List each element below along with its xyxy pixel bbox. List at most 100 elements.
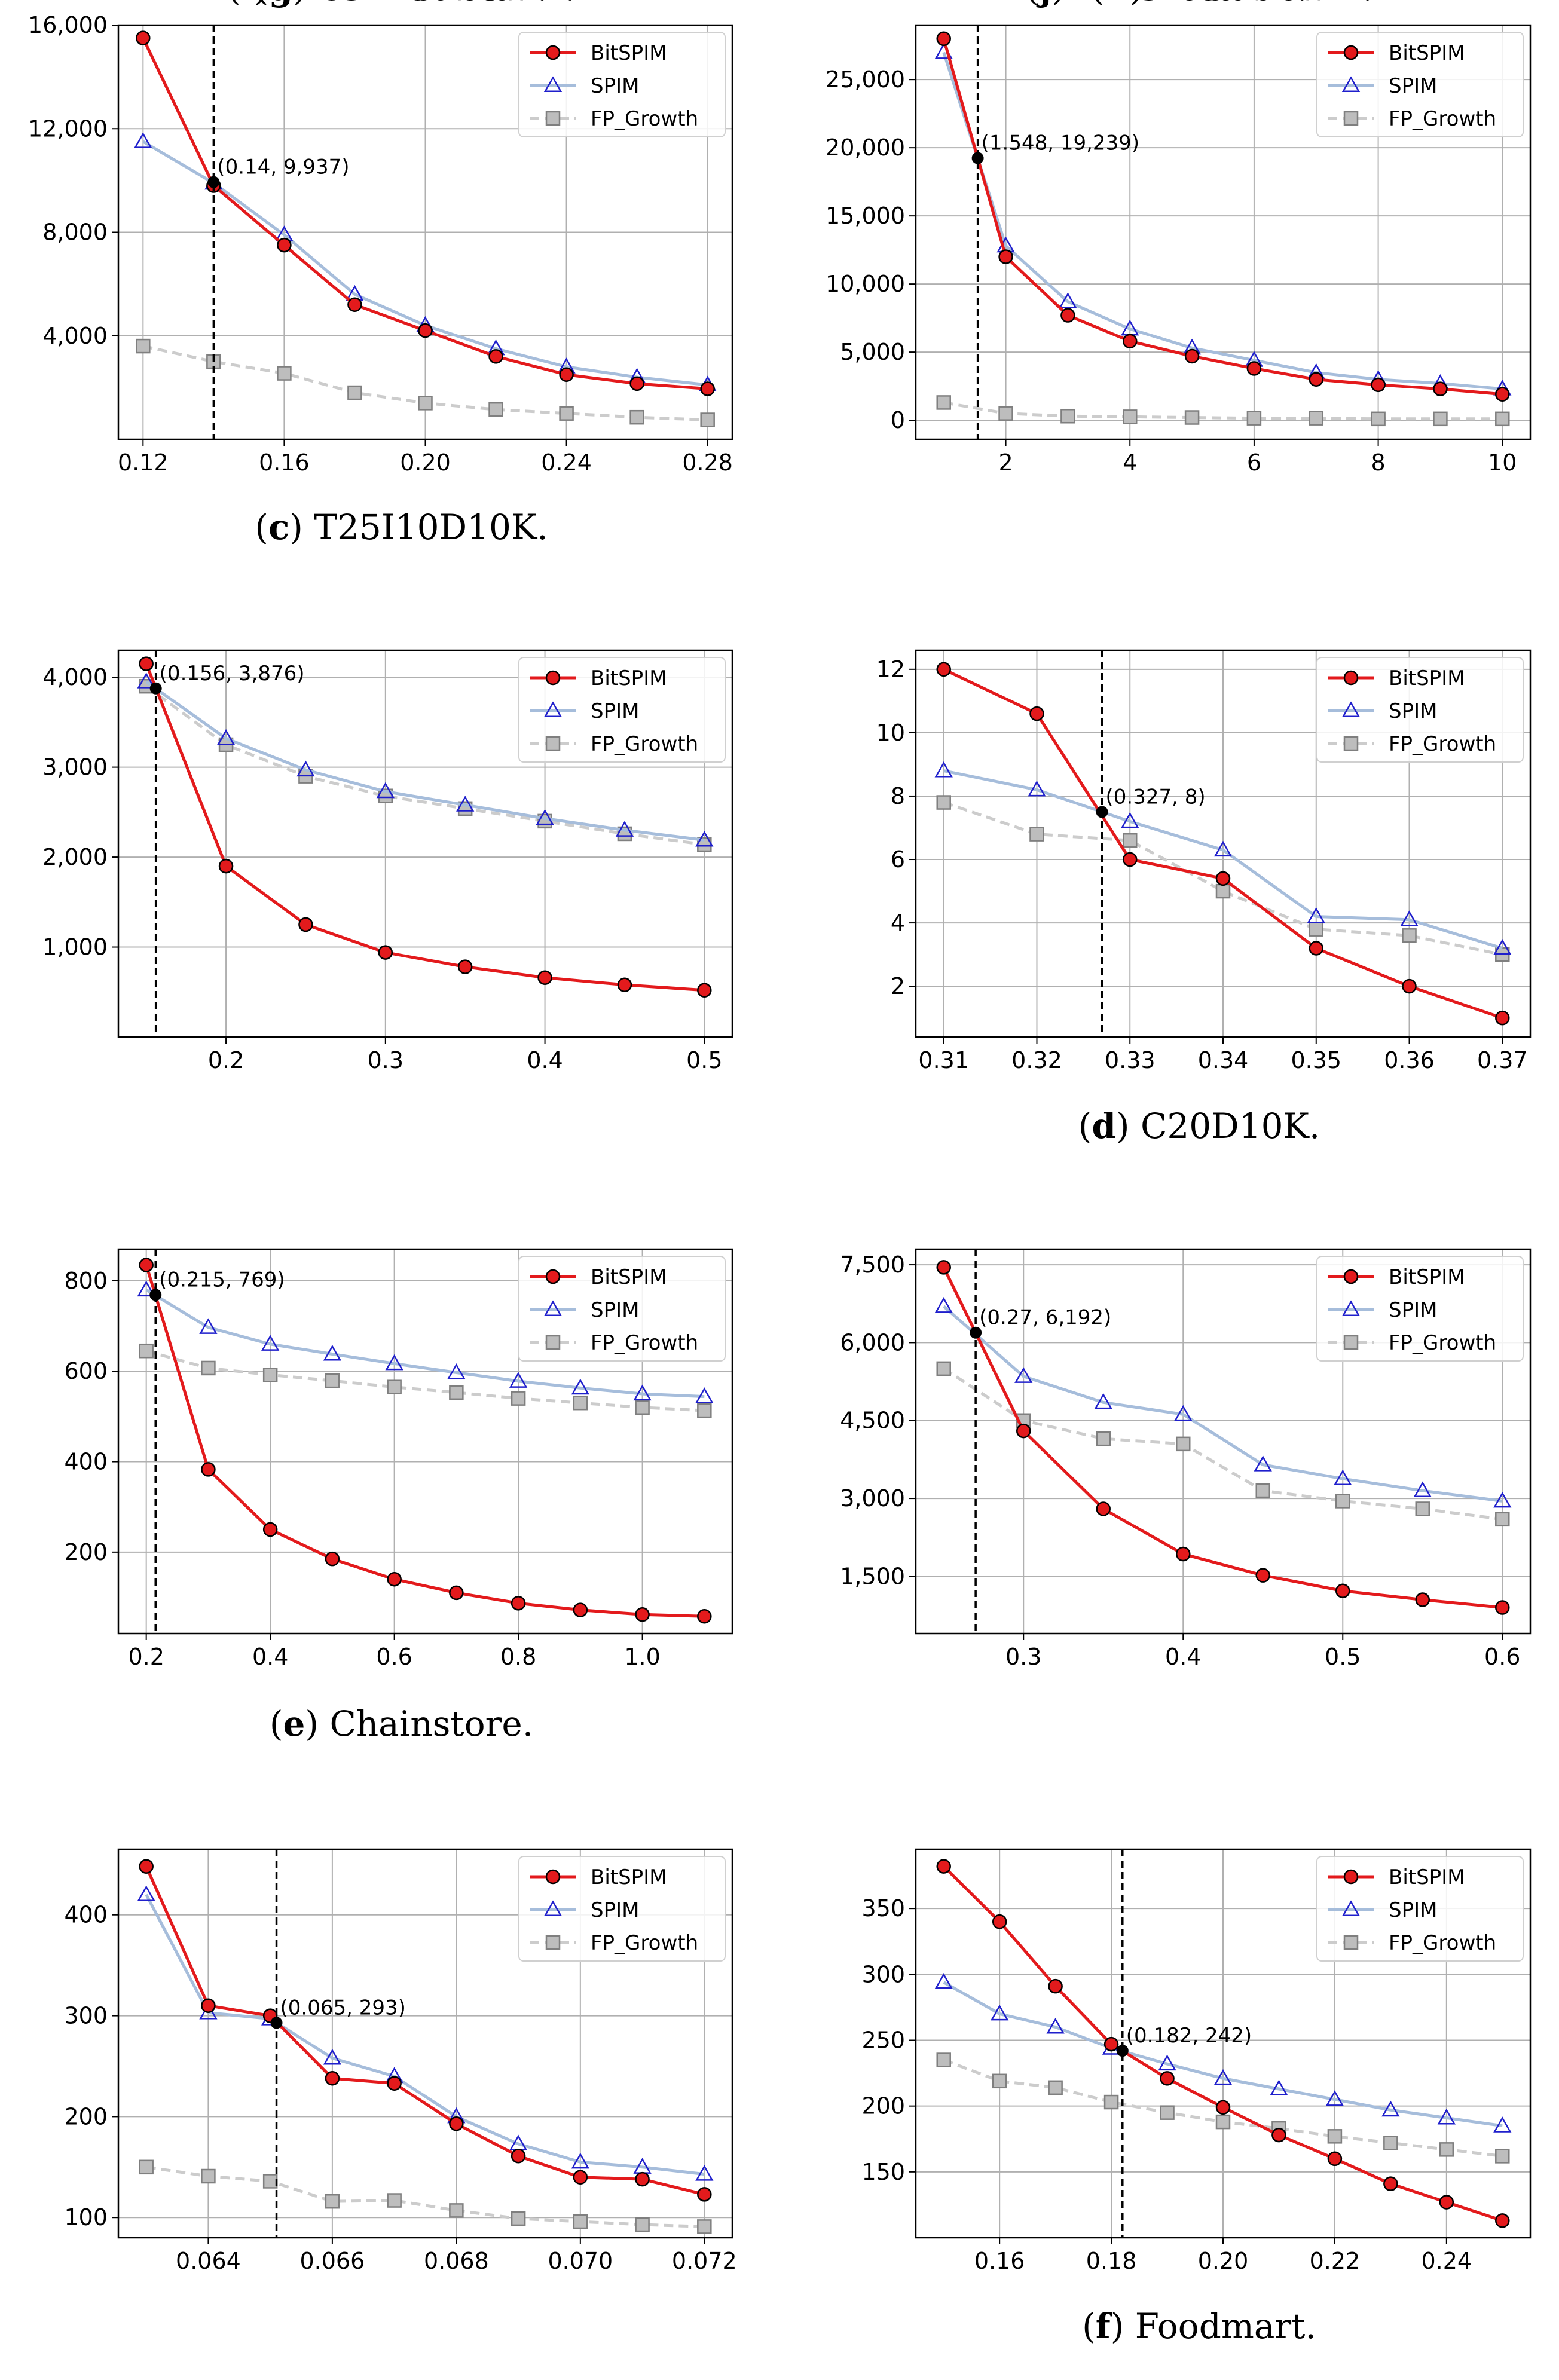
y-tick-label: 2,000 (42, 844, 108, 870)
data-point-spim (1307, 907, 1325, 923)
y-tick-label: 8 (891, 783, 905, 809)
data-point-spim (137, 1885, 155, 1901)
x-tick-label: 0.064 (176, 2248, 241, 2274)
caption-open-paren: ( (1091, 0, 1105, 8)
legend-label-spim: SPIM (1389, 74, 1437, 98)
data-point-spim (1213, 840, 1233, 857)
data-point-spim (137, 1280, 155, 1297)
data-point-spim (1121, 812, 1139, 828)
data-point-bitspim (139, 1859, 154, 1874)
panel-caption: (g) OnlineRetail. (255, 0, 548, 8)
x-tick-label: 0.2 (208, 1047, 244, 1073)
series-line-bitspim (942, 38, 1503, 396)
y-tick-label: 350 (861, 1895, 905, 1922)
data-point-fp_growth (262, 2174, 278, 2189)
data-point-fp_growth (992, 2073, 1007, 2089)
data-point-fp_growth (1184, 410, 1200, 425)
data-point-bitspim (1439, 2195, 1454, 2210)
data-point-bitspim (449, 2116, 464, 2131)
legend-label-spim: SPIM (591, 699, 639, 723)
y-tick-label: 0 (891, 407, 905, 433)
axes-frame (117, 1248, 733, 1635)
x-tick-label: 0.16 (974, 2248, 1025, 2274)
x-tick-label: 0.20 (1198, 2248, 1249, 2274)
data-point-bitspim (573, 2170, 588, 2185)
data-point-bitspim (629, 376, 644, 391)
caption-close-paren: ) (1116, 1106, 1141, 1146)
legend-marker-fp_growth (545, 1335, 561, 1350)
axes-frame (915, 1248, 1532, 1635)
data-point-fp_growth (1096, 1431, 1111, 1446)
intersection-annotation: (0.27, 6,192) (979, 1306, 1111, 1330)
y-tick-label: 400 (64, 1449, 108, 1475)
caption-title: C20D10K. (1141, 1106, 1320, 1146)
chart-panel-d: 2 4 6 8 10 0 5,000 10,000 15,000 20,000 25,000 (1.5… (826, 24, 1532, 1146)
panel-caption: (c) T25I10D10K. (255, 507, 548, 547)
legend-marker-spim (1341, 1300, 1361, 1316)
caption-title: OnlineRetail. (317, 0, 548, 8)
intersection-annotation: (0.327, 8) (1106, 785, 1206, 809)
panel-caption: (e) Chainstore. (270, 1703, 533, 1744)
data-point-spim (1254, 1455, 1272, 1472)
caption-open-paren: ( (1078, 1106, 1092, 1146)
data-point-bitspim (201, 1998, 216, 2013)
data-point-bitspim (559, 367, 574, 382)
data-point-spim (1059, 292, 1077, 308)
caption-open-paren: ( (227, 0, 241, 8)
caption-title: Chainstore. (329, 1703, 533, 1744)
legend-marker-bitspim (1343, 1869, 1359, 1885)
data-point-spim (695, 1387, 714, 1403)
x-tick-label: 0.072 (672, 2248, 737, 2274)
legend-box (518, 1256, 726, 1362)
caption-close-paren: ) (1051, 0, 1076, 8)
legend-label-fp_growth: FP_Growth (1389, 107, 1496, 131)
data-point-fp_growth (387, 2193, 402, 2208)
intersection-annotation: (0.182, 242) (1126, 2024, 1252, 2048)
data-point-spim (261, 1335, 280, 1351)
series-line-spim (943, 1981, 1503, 2128)
data-point-bitspim (697, 1609, 712, 1624)
legend-box (1316, 657, 1524, 763)
y-tick-label: 150 (861, 2159, 905, 2185)
data-point-bitspim (136, 30, 151, 45)
data-point-bitspim (325, 2070, 340, 2086)
data-point-bitspim (1402, 978, 1417, 994)
data-point-spim (1493, 1491, 1512, 1508)
x-tick-label: 0.28 (682, 449, 733, 476)
data-point-fp_growth (700, 412, 715, 427)
data-point-fp_growth (277, 366, 292, 381)
x-tick-label: 0.3 (368, 1047, 403, 1073)
caption-letter: c (268, 507, 289, 547)
data-point-fp_growth (1415, 1501, 1430, 1516)
legend: BitSPIM SPIM FP_Growth (518, 1856, 726, 1962)
x-tick-label: 0.4 (1165, 1644, 1201, 1670)
data-point-fp_growth (262, 1368, 278, 1382)
caption-open-paren: ( (1082, 2306, 1096, 2347)
data-point-fp_growth (1402, 928, 1417, 943)
data-point-bitspim (1383, 2176, 1398, 2191)
caption-letter: j (1036, 0, 1051, 8)
data-point-bitspim (1103, 2036, 1119, 2052)
legend-marker-fp_growth (1343, 1935, 1359, 1950)
legend-label-spim: SPIM (1389, 1898, 1437, 1922)
legend-label-fp_growth: FP_Growth (1389, 732, 1496, 756)
data-point-bitspim (1371, 377, 1386, 393)
y-tick-label: 1,500 (840, 1563, 905, 1589)
data-point-fp_growth (1309, 411, 1324, 426)
y-tick-label: 1,000 (42, 934, 108, 960)
x-tick-label: 0.37 (1477, 1047, 1528, 1073)
intersection-point (149, 1289, 162, 1301)
legend-marker-fp_growth (545, 1935, 561, 1950)
data-point-fp_growth (573, 2214, 588, 2229)
x-tick-label: 0.066 (299, 2248, 365, 2274)
data-point-bitspim (697, 2187, 712, 2202)
data-point-bitspim (1433, 381, 1448, 396)
legend-marker-fp_growth (1343, 1335, 1359, 1350)
data-point-fp_growth (1309, 922, 1324, 937)
data-point-bitspim (1335, 1583, 1350, 1598)
data-point-bitspim (936, 1859, 951, 1874)
data-point-fp_growth (139, 1343, 154, 1359)
caption-close-paren: ) (254, 0, 279, 8)
data-point-bitspim (635, 2171, 650, 2187)
series-line-spim (942, 51, 1503, 391)
